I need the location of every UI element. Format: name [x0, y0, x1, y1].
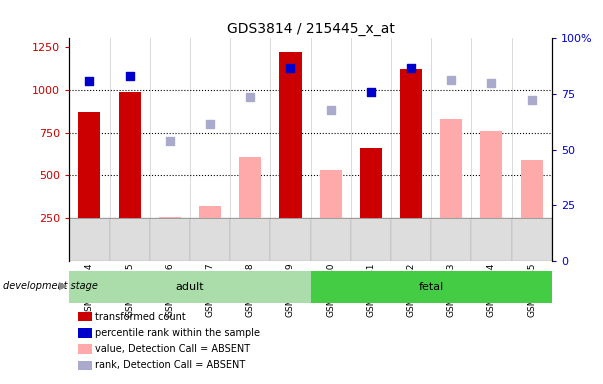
FancyBboxPatch shape	[351, 218, 391, 261]
Title: GDS3814 / 215445_x_at: GDS3814 / 215445_x_at	[227, 22, 394, 36]
Text: fetal: fetal	[418, 282, 444, 292]
FancyBboxPatch shape	[150, 218, 190, 261]
FancyBboxPatch shape	[270, 218, 311, 261]
Bar	[400, 69, 422, 218]
FancyBboxPatch shape	[391, 218, 431, 261]
Point	[286, 65, 295, 71]
Bar	[440, 119, 463, 218]
FancyBboxPatch shape	[190, 218, 230, 261]
Text: transformed count: transformed count	[95, 312, 186, 322]
Point	[326, 107, 335, 113]
Point	[245, 94, 255, 100]
FancyBboxPatch shape	[69, 218, 110, 261]
FancyBboxPatch shape	[311, 218, 351, 261]
Point	[125, 73, 134, 79]
Text: development stage: development stage	[3, 281, 98, 291]
Bar	[360, 148, 382, 218]
Text: percentile rank within the sample: percentile rank within the sample	[95, 328, 260, 338]
Point	[406, 65, 416, 71]
Point	[487, 80, 496, 86]
Point	[84, 78, 94, 84]
Bar	[520, 160, 543, 218]
Text: adult: adult	[175, 282, 204, 292]
Bar	[279, 52, 302, 218]
FancyBboxPatch shape	[69, 271, 311, 303]
Point	[446, 76, 456, 83]
Bar	[239, 157, 261, 218]
Bar	[320, 170, 342, 218]
FancyBboxPatch shape	[311, 271, 552, 303]
Point	[366, 88, 376, 94]
Bar	[78, 112, 101, 218]
Point	[165, 138, 175, 144]
Bar	[199, 206, 221, 218]
FancyBboxPatch shape	[230, 218, 270, 261]
Text: value, Detection Call = ABSENT: value, Detection Call = ABSENT	[95, 344, 250, 354]
FancyBboxPatch shape	[472, 218, 511, 261]
FancyBboxPatch shape	[431, 218, 472, 261]
FancyBboxPatch shape	[511, 218, 552, 261]
FancyBboxPatch shape	[110, 218, 150, 261]
Bar	[119, 91, 140, 218]
Bar	[159, 217, 181, 218]
Point	[205, 121, 215, 127]
Point	[527, 97, 537, 103]
Bar	[481, 131, 502, 218]
Text: rank, Detection Call = ABSENT: rank, Detection Call = ABSENT	[95, 360, 245, 370]
Text: ▶: ▶	[59, 281, 68, 291]
